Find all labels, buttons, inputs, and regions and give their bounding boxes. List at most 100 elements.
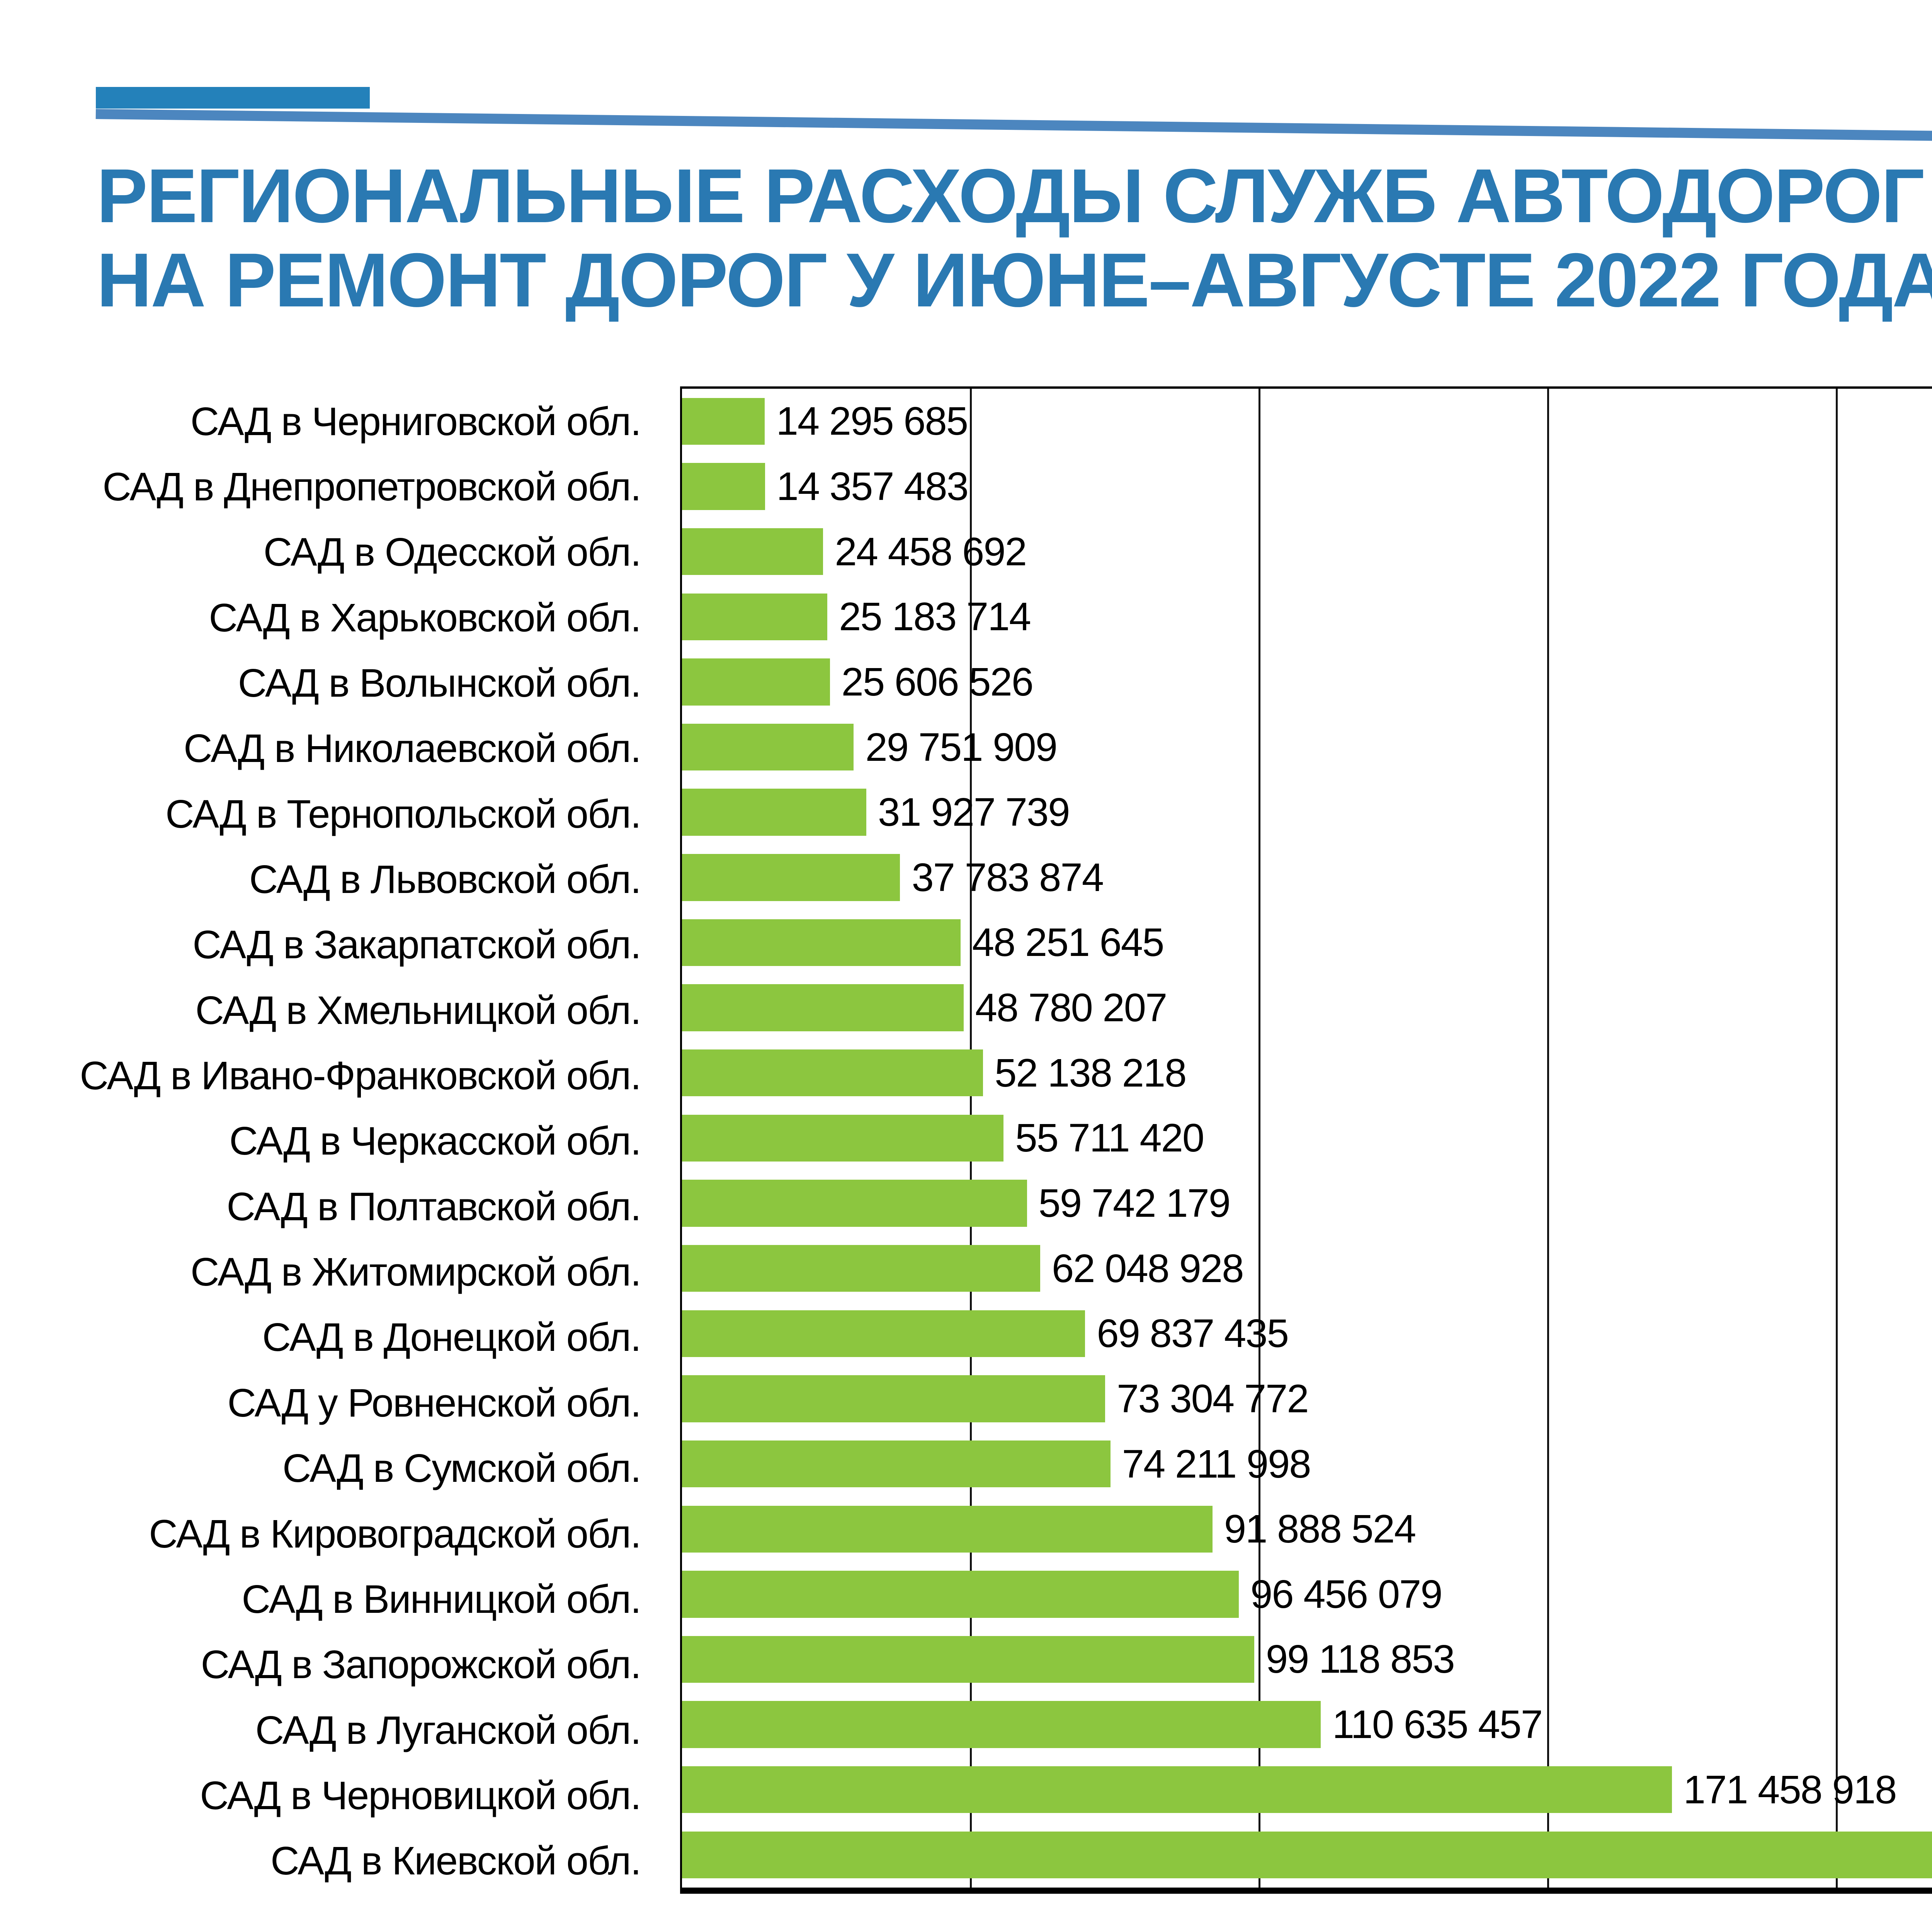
bar bbox=[682, 1766, 1672, 1813]
category-label: САД в Волынской обл. bbox=[238, 661, 641, 706]
bar-row: 14 295 685 bbox=[682, 389, 1932, 454]
bar bbox=[682, 1180, 1027, 1227]
bar-value-label: 52 138 218 bbox=[994, 1050, 1187, 1095]
bar-value-label: 110 635 457 bbox=[1332, 1702, 1543, 1747]
category-label: САД в Донецкой обл. bbox=[262, 1315, 641, 1360]
bar-value-label: 29 751 909 bbox=[865, 724, 1058, 769]
bar bbox=[682, 658, 830, 706]
bar bbox=[682, 1571, 1239, 1618]
page-title-line1: РЕГИОНАЛЬНЫЕ РАСХОДЫ СЛУЖБ АВТОДОРОГ bbox=[97, 153, 1925, 238]
bar bbox=[682, 1831, 1932, 1879]
bar-value-label: 62 048 928 bbox=[1052, 1246, 1244, 1291]
bar-row: 25 183 714 bbox=[682, 584, 1932, 650]
category-label: САД в Запорожской обл. bbox=[201, 1642, 641, 1687]
bar-row: 74 211 998 bbox=[682, 1431, 1932, 1497]
bar-value-label: 25 606 526 bbox=[841, 659, 1034, 704]
bar-row: 96 456 079 bbox=[682, 1562, 1932, 1627]
bar bbox=[682, 1245, 1040, 1292]
category-label: САД в Львовской обл. bbox=[249, 857, 641, 902]
bar-row: 69 837 435 bbox=[682, 1301, 1932, 1366]
header-band-rectangle bbox=[96, 87, 370, 109]
bar-value-label: 31 927 739 bbox=[878, 790, 1070, 835]
header-band-line bbox=[95, 109, 1932, 143]
bar-value-label: 96 456 079 bbox=[1250, 1571, 1443, 1616]
page-title-line2: НА РЕМОНТ ДОРОГ У ИЮНЕ–АВГУСТЕ 2022 ГОДА bbox=[97, 237, 1932, 323]
bar-chart-plot-area: 14 295 685 14 357 483 24 458 692 25 183 714… bbox=[680, 386, 1932, 1894]
bar-value-label: 69 837 435 bbox=[1097, 1311, 1289, 1356]
bar-row: 52 138 218 bbox=[682, 1040, 1932, 1105]
category-label: САД в Сумской обл. bbox=[282, 1446, 641, 1491]
gridline bbox=[1258, 389, 1260, 1888]
bar-row: 55 711 420 bbox=[682, 1105, 1932, 1171]
category-label: САД в Кировоградской обл. bbox=[149, 1511, 641, 1556]
bar bbox=[682, 398, 765, 445]
bar bbox=[682, 984, 964, 1031]
category-label: САД в Николаевской обл. bbox=[184, 726, 641, 771]
bar-value-label: 171 458 918 bbox=[1683, 1767, 1897, 1812]
bar-value-label: 14 295 685 bbox=[776, 399, 969, 444]
category-label: САД в Житомирской обл. bbox=[190, 1250, 641, 1294]
category-label: САД в Полтавской обл. bbox=[226, 1184, 642, 1229]
bar bbox=[682, 1505, 1213, 1553]
bar-value-label: 55 711 420 bbox=[1015, 1116, 1204, 1160]
bar bbox=[682, 723, 854, 771]
category-labels: САД в Черниговской обл. САД в Днепропетро… bbox=[0, 389, 657, 1894]
bar bbox=[682, 854, 900, 901]
gridline bbox=[1835, 389, 1838, 1888]
bar bbox=[682, 789, 866, 836]
bar bbox=[682, 1440, 1111, 1488]
bar-row: 31 927 739 bbox=[682, 780, 1932, 845]
bar bbox=[682, 1375, 1105, 1422]
bar-row: 59 742 179 bbox=[682, 1171, 1932, 1236]
category-label: САД в Киевской обл. bbox=[270, 1838, 641, 1883]
bar-row: 48 251 645 bbox=[682, 910, 1932, 975]
category-label: САД в Винницкой обл. bbox=[242, 1577, 642, 1621]
plot-rows: 14 295 685 14 357 483 24 458 692 25 183 714… bbox=[682, 389, 1932, 1888]
bar-row: 99 118 853 bbox=[682, 1627, 1932, 1692]
bar-value-label: 48 251 645 bbox=[972, 920, 1165, 965]
bar-row: 25 606 526 bbox=[682, 650, 1932, 715]
bar-value-label: 91 888 524 bbox=[1224, 1507, 1417, 1551]
bar-row: 37 783 874 bbox=[682, 845, 1932, 910]
bar-row: 48 780 207 bbox=[682, 975, 1932, 1041]
bar bbox=[682, 919, 961, 966]
bar-row: 73 304 772 bbox=[682, 1366, 1932, 1432]
bar-row: 110 635 457 bbox=[682, 1692, 1932, 1757]
category-label: САД в Хмельницкой обл. bbox=[195, 988, 641, 1032]
bar-row: 91 888 524 bbox=[682, 1497, 1932, 1562]
bar bbox=[682, 1049, 983, 1097]
bar bbox=[682, 1310, 1085, 1357]
bar bbox=[682, 463, 765, 510]
bar-row: 24 458 692 bbox=[682, 519, 1932, 584]
bar-row: 29 751 909 bbox=[682, 714, 1932, 780]
category-label: САД в Черниговской обл. bbox=[190, 399, 641, 444]
bar bbox=[682, 528, 823, 575]
bar-value-label: 37 783 874 bbox=[912, 855, 1104, 900]
gridline bbox=[1547, 389, 1549, 1888]
category-label: САД в Черкасской обл. bbox=[229, 1119, 641, 1163]
bar-row: 14 357 483 bbox=[682, 454, 1932, 519]
category-label: САД в Тернопольской обл. bbox=[165, 791, 641, 836]
page-title: РЕГИОНАЛЬНЫЕ РАСХОДЫ СЛУЖБ АВТОДОРОГ НА … bbox=[97, 154, 1932, 322]
bar bbox=[682, 1701, 1321, 1748]
category-label: САД у Ровненской обл. bbox=[227, 1380, 641, 1425]
bar-value-label: 14 357 483 bbox=[776, 464, 969, 509]
category-label: САД в Черновицкой обл. bbox=[200, 1773, 641, 1818]
bar-row: 62 048 928 bbox=[682, 1236, 1932, 1301]
category-label: САД в Харьковской обл. bbox=[209, 595, 641, 640]
bar bbox=[682, 1636, 1254, 1683]
bar-value-label: 73 304 772 bbox=[1117, 1376, 1309, 1421]
bar-value-label: 24 458 692 bbox=[835, 529, 1027, 574]
bar bbox=[682, 593, 828, 640]
bar bbox=[682, 1114, 1004, 1162]
category-label: САД в Луганской обл. bbox=[255, 1708, 641, 1752]
category-label: САД в Днепропетровской обл. bbox=[102, 464, 641, 509]
bar-value-label: 99 118 853 bbox=[1265, 1637, 1455, 1682]
category-label: САД в Одесской обл. bbox=[263, 530, 641, 575]
bar-value-label: 25 183 714 bbox=[839, 594, 1031, 639]
category-label: САД в Закарпатской обл. bbox=[192, 922, 641, 967]
bar-value-label: 48 780 207 bbox=[975, 985, 1168, 1030]
bar-value-label: 59 742 179 bbox=[1038, 1181, 1231, 1225]
bar-row: 269 247 177 bbox=[682, 1822, 1932, 1888]
